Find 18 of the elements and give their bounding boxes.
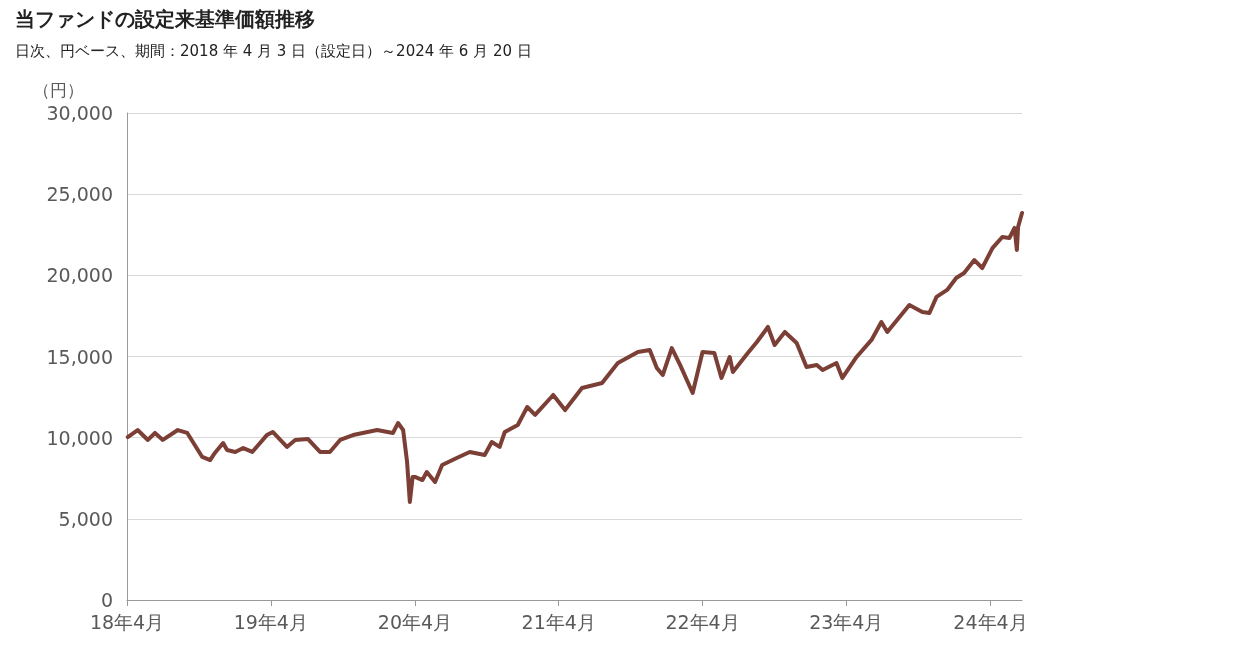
chart-title: 当ファンドの設定来基準価額推移	[15, 7, 315, 31]
x-tick-label: 23年4月	[809, 610, 884, 633]
x-tick-label: 21年4月	[521, 610, 596, 633]
x-tick-label: 18年4月	[89, 610, 165, 633]
y-tick-label: 20,000	[46, 264, 113, 287]
y-tick-label: 15,000	[46, 345, 113, 368]
x-tick-label: 19年4月	[233, 610, 308, 633]
x-tick-label: 24年4月	[953, 610, 1028, 633]
chart-subtitle: 日次、円ベース、期間：2018 年 4 月 3 日（設定日）～2024 年 6 月 20 日	[15, 41, 532, 60]
y-axis-title: （円）	[33, 79, 84, 100]
y-tick-label: 30,000	[46, 102, 113, 124]
line-series	[125, 211, 1024, 504]
x-tick-label: 22年4月	[665, 610, 740, 633]
y-tick-label: 0	[100, 589, 113, 611]
y-tick-label: 25,000	[46, 183, 113, 206]
y-tick-label: 10,000	[46, 426, 113, 449]
y-tick-label: 5,000	[58, 507, 113, 530]
x-tick-label: 20年4月	[377, 610, 453, 633]
